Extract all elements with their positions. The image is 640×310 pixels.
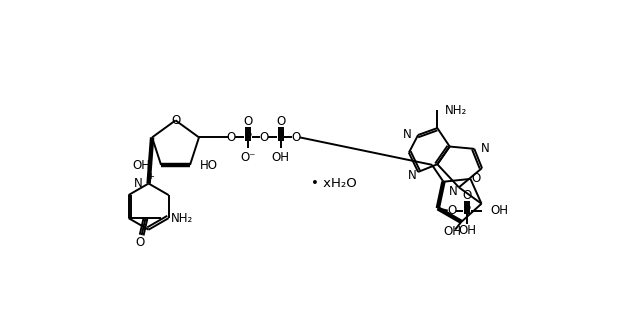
Text: OH: OH [443,225,461,237]
Text: O: O [227,131,236,144]
Text: O: O [291,131,301,144]
Text: O: O [276,115,285,128]
Text: • xH₂O: • xH₂O [311,177,357,190]
Text: O: O [136,236,145,249]
Text: O: O [259,131,268,144]
Text: OH: OH [271,151,289,164]
Text: P: P [463,204,470,217]
Text: +: + [147,172,154,181]
Text: N: N [481,142,489,155]
Text: O: O [471,172,481,185]
Text: O: O [463,189,472,202]
Text: O⁻: O⁻ [241,151,256,164]
Text: N: N [134,177,143,190]
Text: P: P [277,131,284,144]
Text: OH: OH [458,224,476,237]
Text: NH₂: NH₂ [445,104,467,117]
Text: N: N [408,169,417,182]
Text: HO: HO [200,159,218,172]
Text: NH₂: NH₂ [171,212,193,225]
Text: OH: OH [490,204,508,217]
Text: N: N [449,185,458,198]
Text: OH: OH [132,159,150,172]
Text: O: O [171,114,180,127]
Text: N: N [403,128,412,141]
Text: O: O [244,115,253,128]
Text: O: O [447,204,456,217]
Text: P: P [244,131,252,144]
